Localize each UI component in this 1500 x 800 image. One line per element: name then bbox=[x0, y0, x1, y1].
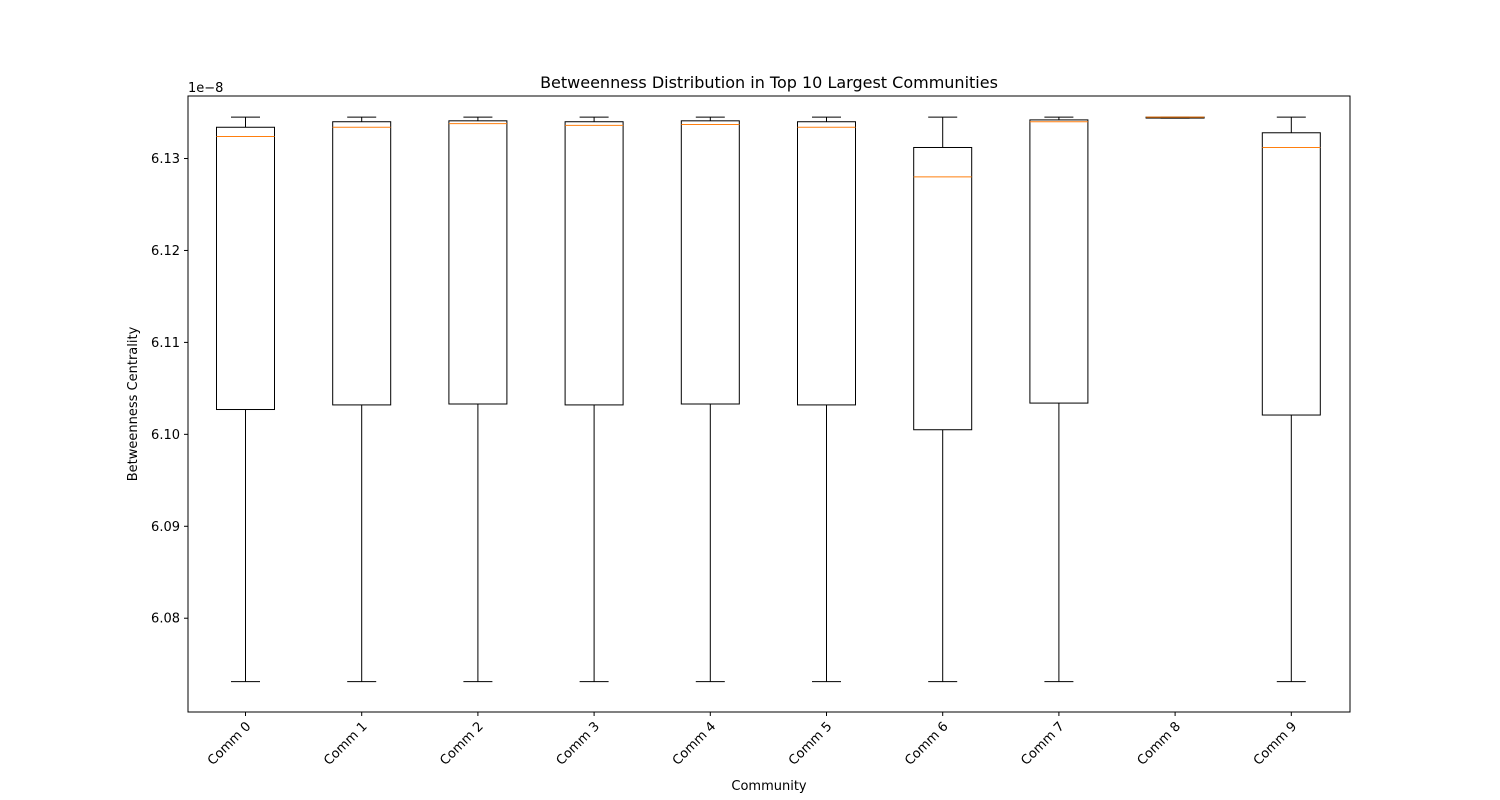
x-tick-label: Comm 6 bbox=[902, 719, 951, 768]
x-tick-label: Comm 4 bbox=[670, 719, 719, 768]
x-tick-label: Comm 9 bbox=[1251, 719, 1300, 768]
box-iqr bbox=[797, 121, 856, 406]
y-tick-label: 6.12 bbox=[151, 244, 180, 259]
plot-area: 6.08 6.09 6.10 6.11 6.12 6.13 Comm 0 Comm 1 Comm… bbox=[151, 116, 1321, 769]
box-iqr bbox=[216, 126, 275, 411]
box-iqr bbox=[680, 120, 740, 405]
box-iqr bbox=[332, 121, 392, 406]
box-iqr bbox=[1261, 132, 1321, 416]
y-tick-label: 6.11 bbox=[151, 336, 180, 351]
y-tick-label: 6.08 bbox=[151, 612, 180, 627]
x-tick-label: Comm 0 bbox=[205, 719, 254, 768]
y-tick-label: 6.09 bbox=[151, 520, 180, 535]
y-axis-offset-label: 1e−8 bbox=[188, 81, 223, 96]
x-axis-title: Community bbox=[731, 779, 807, 794]
x-tick-label: Comm 2 bbox=[437, 719, 486, 768]
x-tick-label: Comm 3 bbox=[554, 719, 603, 768]
axes-frame bbox=[187, 95, 1351, 713]
y-tick-label: 6.13 bbox=[151, 152, 180, 167]
box-iqr bbox=[913, 146, 973, 431]
x-tick-label: Comm 1 bbox=[321, 719, 370, 768]
x-tick-label: Comm 7 bbox=[1018, 719, 1067, 768]
box-iqr bbox=[564, 121, 624, 406]
x-tick-label: Comm 8 bbox=[1135, 719, 1184, 768]
box-iqr bbox=[448, 120, 508, 405]
box-iqr bbox=[1029, 119, 1089, 404]
x-tick-label: Comm 5 bbox=[786, 719, 835, 768]
y-axis-title: Betweenness Centrality bbox=[126, 326, 141, 481]
y-tick-label: 6.10 bbox=[151, 428, 180, 443]
chart-title: Betweenness Distribution in Top 10 Large… bbox=[540, 73, 998, 92]
